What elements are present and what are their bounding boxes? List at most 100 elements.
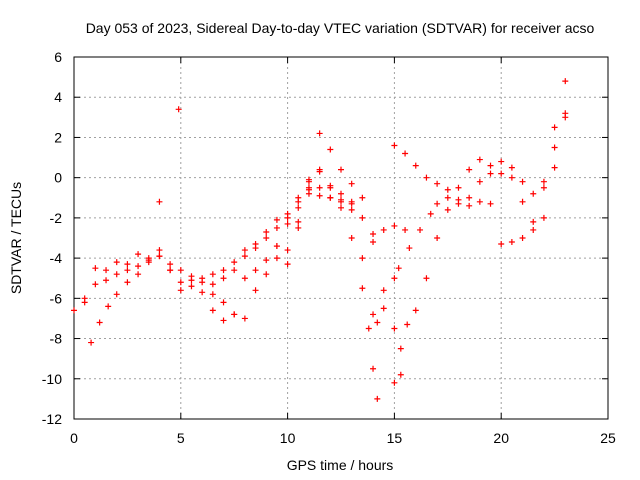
data-point: [199, 279, 206, 286]
data-point: [476, 198, 483, 205]
data-point: [156, 247, 163, 254]
data-point: [105, 303, 112, 310]
data-points: [71, 78, 569, 402]
data-point: [209, 281, 216, 288]
data-point: [365, 325, 372, 332]
data-point: [71, 307, 77, 314]
y-tick-label: -2: [50, 210, 63, 226]
data-point: [209, 307, 216, 314]
data-point: [88, 339, 95, 346]
series-group: [391, 321, 411, 386]
data-point: [220, 317, 227, 324]
data-point: [359, 194, 366, 201]
data-point: [241, 247, 248, 254]
data-point: [370, 230, 377, 237]
data-point: [338, 166, 344, 173]
data-point: [338, 190, 344, 197]
data-point: [348, 180, 355, 187]
data-point: [487, 170, 494, 177]
data-point: [327, 194, 334, 201]
data-point: [284, 220, 291, 227]
data-point: [540, 178, 547, 185]
data-point: [263, 257, 270, 264]
data-point: [124, 267, 131, 274]
data-point: [402, 226, 409, 233]
data-point: [370, 311, 377, 318]
data-point: [252, 245, 259, 252]
data-point: [92, 265, 99, 272]
data-point: [498, 170, 505, 177]
data-point: [295, 204, 302, 211]
data-point: [188, 277, 195, 284]
data-point: [81, 299, 88, 306]
data-point: [135, 263, 142, 270]
data-point: [423, 174, 430, 181]
data-point: [348, 200, 355, 207]
y-tick-label: -6: [50, 290, 63, 306]
data-point: [113, 271, 120, 278]
data-point: [423, 275, 430, 282]
data-point: [220, 299, 227, 306]
data-point: [487, 162, 494, 169]
data-point: [391, 379, 398, 386]
data-point: [241, 253, 248, 260]
data-point: [241, 275, 248, 282]
data-point: [444, 206, 451, 213]
data-point: [177, 267, 184, 274]
data-point: [455, 196, 462, 203]
data-point: [519, 235, 526, 241]
data-point: [551, 164, 558, 171]
data-point: [530, 190, 537, 197]
data-point: [305, 184, 312, 191]
data-point: [370, 365, 377, 372]
data-point: [412, 307, 419, 314]
data-point: [220, 275, 227, 282]
data-point: [284, 247, 291, 254]
data-point: [327, 146, 334, 153]
x-tick-label: 15: [387, 430, 403, 446]
data-point: [263, 235, 270, 241]
series-group: [209, 130, 404, 378]
data-point: [530, 218, 537, 225]
data-point: [374, 395, 381, 402]
data-point: [374, 319, 381, 326]
data-point: [263, 271, 270, 278]
data-point: [359, 214, 366, 221]
data-point: [156, 253, 163, 260]
data-point: [241, 315, 248, 322]
data-point: [562, 78, 569, 85]
y-tick-label: 2: [54, 129, 62, 145]
series-group: [81, 182, 409, 306]
data-point: [284, 261, 291, 268]
data-point: [455, 184, 462, 191]
data-point: [434, 200, 441, 207]
y-tick-label: -10: [42, 371, 62, 387]
data-point: [295, 218, 302, 225]
data-point: [295, 194, 302, 201]
data-point: [466, 202, 473, 209]
data-point: [498, 241, 505, 248]
data-point: [519, 178, 526, 185]
data-point: [395, 265, 402, 272]
data-point: [220, 267, 227, 274]
data-point: [231, 259, 238, 266]
data-point: [124, 279, 131, 286]
data-point: [427, 210, 434, 217]
data-point: [508, 164, 515, 171]
data-point: [124, 261, 131, 268]
data-point: [338, 198, 344, 205]
data-point: [252, 267, 259, 274]
data-point: [551, 144, 558, 151]
data-point: [402, 150, 409, 157]
data-point: [316, 192, 323, 199]
x-tick-label: 20: [493, 430, 509, 446]
data-point: [476, 156, 483, 163]
grid-lines: [74, 57, 608, 419]
data-point: [188, 283, 195, 290]
data-point: [175, 106, 182, 113]
data-point: [167, 261, 174, 268]
data-point: [273, 255, 280, 262]
data-point: [370, 239, 377, 246]
data-point: [135, 251, 142, 258]
